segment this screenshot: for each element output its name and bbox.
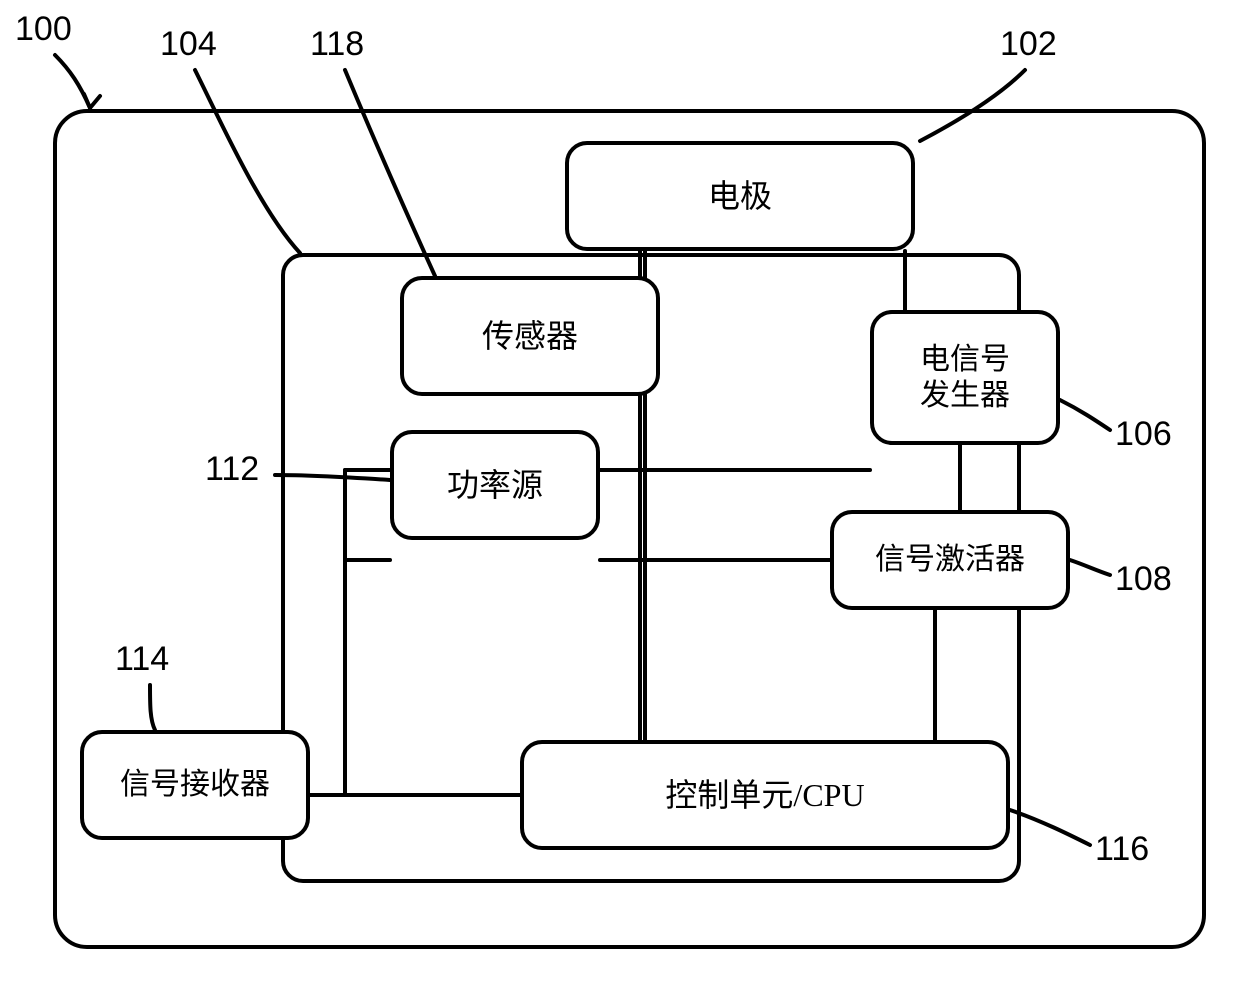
diagram-canvas: 电极 传感器 电信号 发生器 功率源 信号激活器 控制单元/CPU 信号接收器 … [0,0,1239,985]
node-electrode: 电极 [565,141,915,251]
node-signal-generator-label: 电信号 发生器 [920,342,1010,414]
callout-114: 114 [115,640,169,679]
node-signal-activator: 信号激活器 [830,510,1070,610]
node-signal-receiver: 信号接收器 [80,730,310,840]
node-signal-receiver-label: 信号接收器 [120,767,270,803]
node-controller-label: 控制单元/CPU [665,776,864,814]
callout-104: 104 [160,25,217,64]
node-sensor-label: 传感器 [482,317,578,355]
callout-116: 116 [1095,830,1149,869]
node-sensor: 传感器 [400,276,660,396]
node-electrode-label: 电极 [708,177,772,215]
callout-112: 112 [205,450,259,489]
callout-106: 106 [1115,415,1172,454]
callout-100: 100 [15,10,72,49]
callout-118: 118 [310,25,364,64]
node-power-source-label: 功率源 [447,466,543,504]
callout-108: 108 [1115,560,1172,599]
callout-102: 102 [1000,25,1057,64]
node-signal-activator-label: 信号激活器 [875,542,1025,578]
node-signal-generator: 电信号 发生器 [870,310,1060,445]
node-power-source: 功率源 [390,430,600,540]
node-controller: 控制单元/CPU [520,740,1010,850]
